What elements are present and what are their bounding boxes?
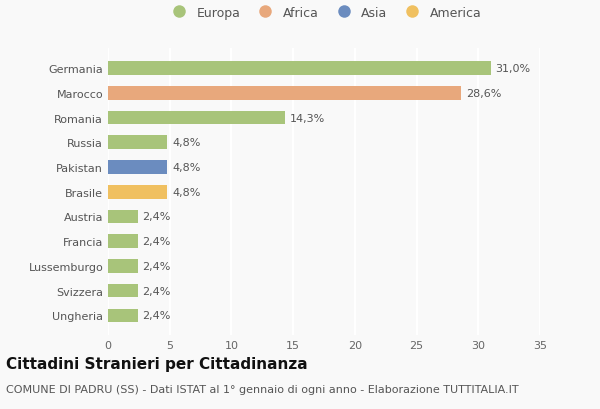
Bar	[108, 210, 137, 224]
Text: 28,6%: 28,6%	[466, 89, 502, 99]
Text: 4,8%: 4,8%	[172, 138, 200, 148]
Legend: Europa, Africa, Asia, America: Europa, Africa, Asia, America	[166, 7, 482, 20]
Bar	[108, 161, 167, 174]
Text: 2,4%: 2,4%	[143, 310, 171, 321]
Bar	[108, 136, 167, 150]
Text: 2,4%: 2,4%	[143, 236, 171, 247]
Text: 31,0%: 31,0%	[496, 64, 530, 74]
Text: 2,4%: 2,4%	[143, 212, 171, 222]
Text: 4,8%: 4,8%	[172, 187, 200, 197]
Bar	[108, 62, 491, 76]
Bar	[108, 235, 137, 248]
Text: 2,4%: 2,4%	[143, 261, 171, 271]
Text: 14,3%: 14,3%	[289, 113, 325, 123]
Text: 4,8%: 4,8%	[172, 162, 200, 173]
Bar	[108, 284, 137, 298]
Bar	[108, 259, 137, 273]
Bar	[108, 111, 284, 125]
Text: Cittadini Stranieri per Cittadinanza: Cittadini Stranieri per Cittadinanza	[6, 356, 308, 371]
Bar	[108, 87, 461, 100]
Text: COMUNE DI PADRU (SS) - Dati ISTAT al 1° gennaio di ogni anno - Elaborazione TUTT: COMUNE DI PADRU (SS) - Dati ISTAT al 1° …	[6, 384, 518, 394]
Bar	[108, 309, 137, 322]
Text: 2,4%: 2,4%	[143, 286, 171, 296]
Bar	[108, 185, 167, 199]
